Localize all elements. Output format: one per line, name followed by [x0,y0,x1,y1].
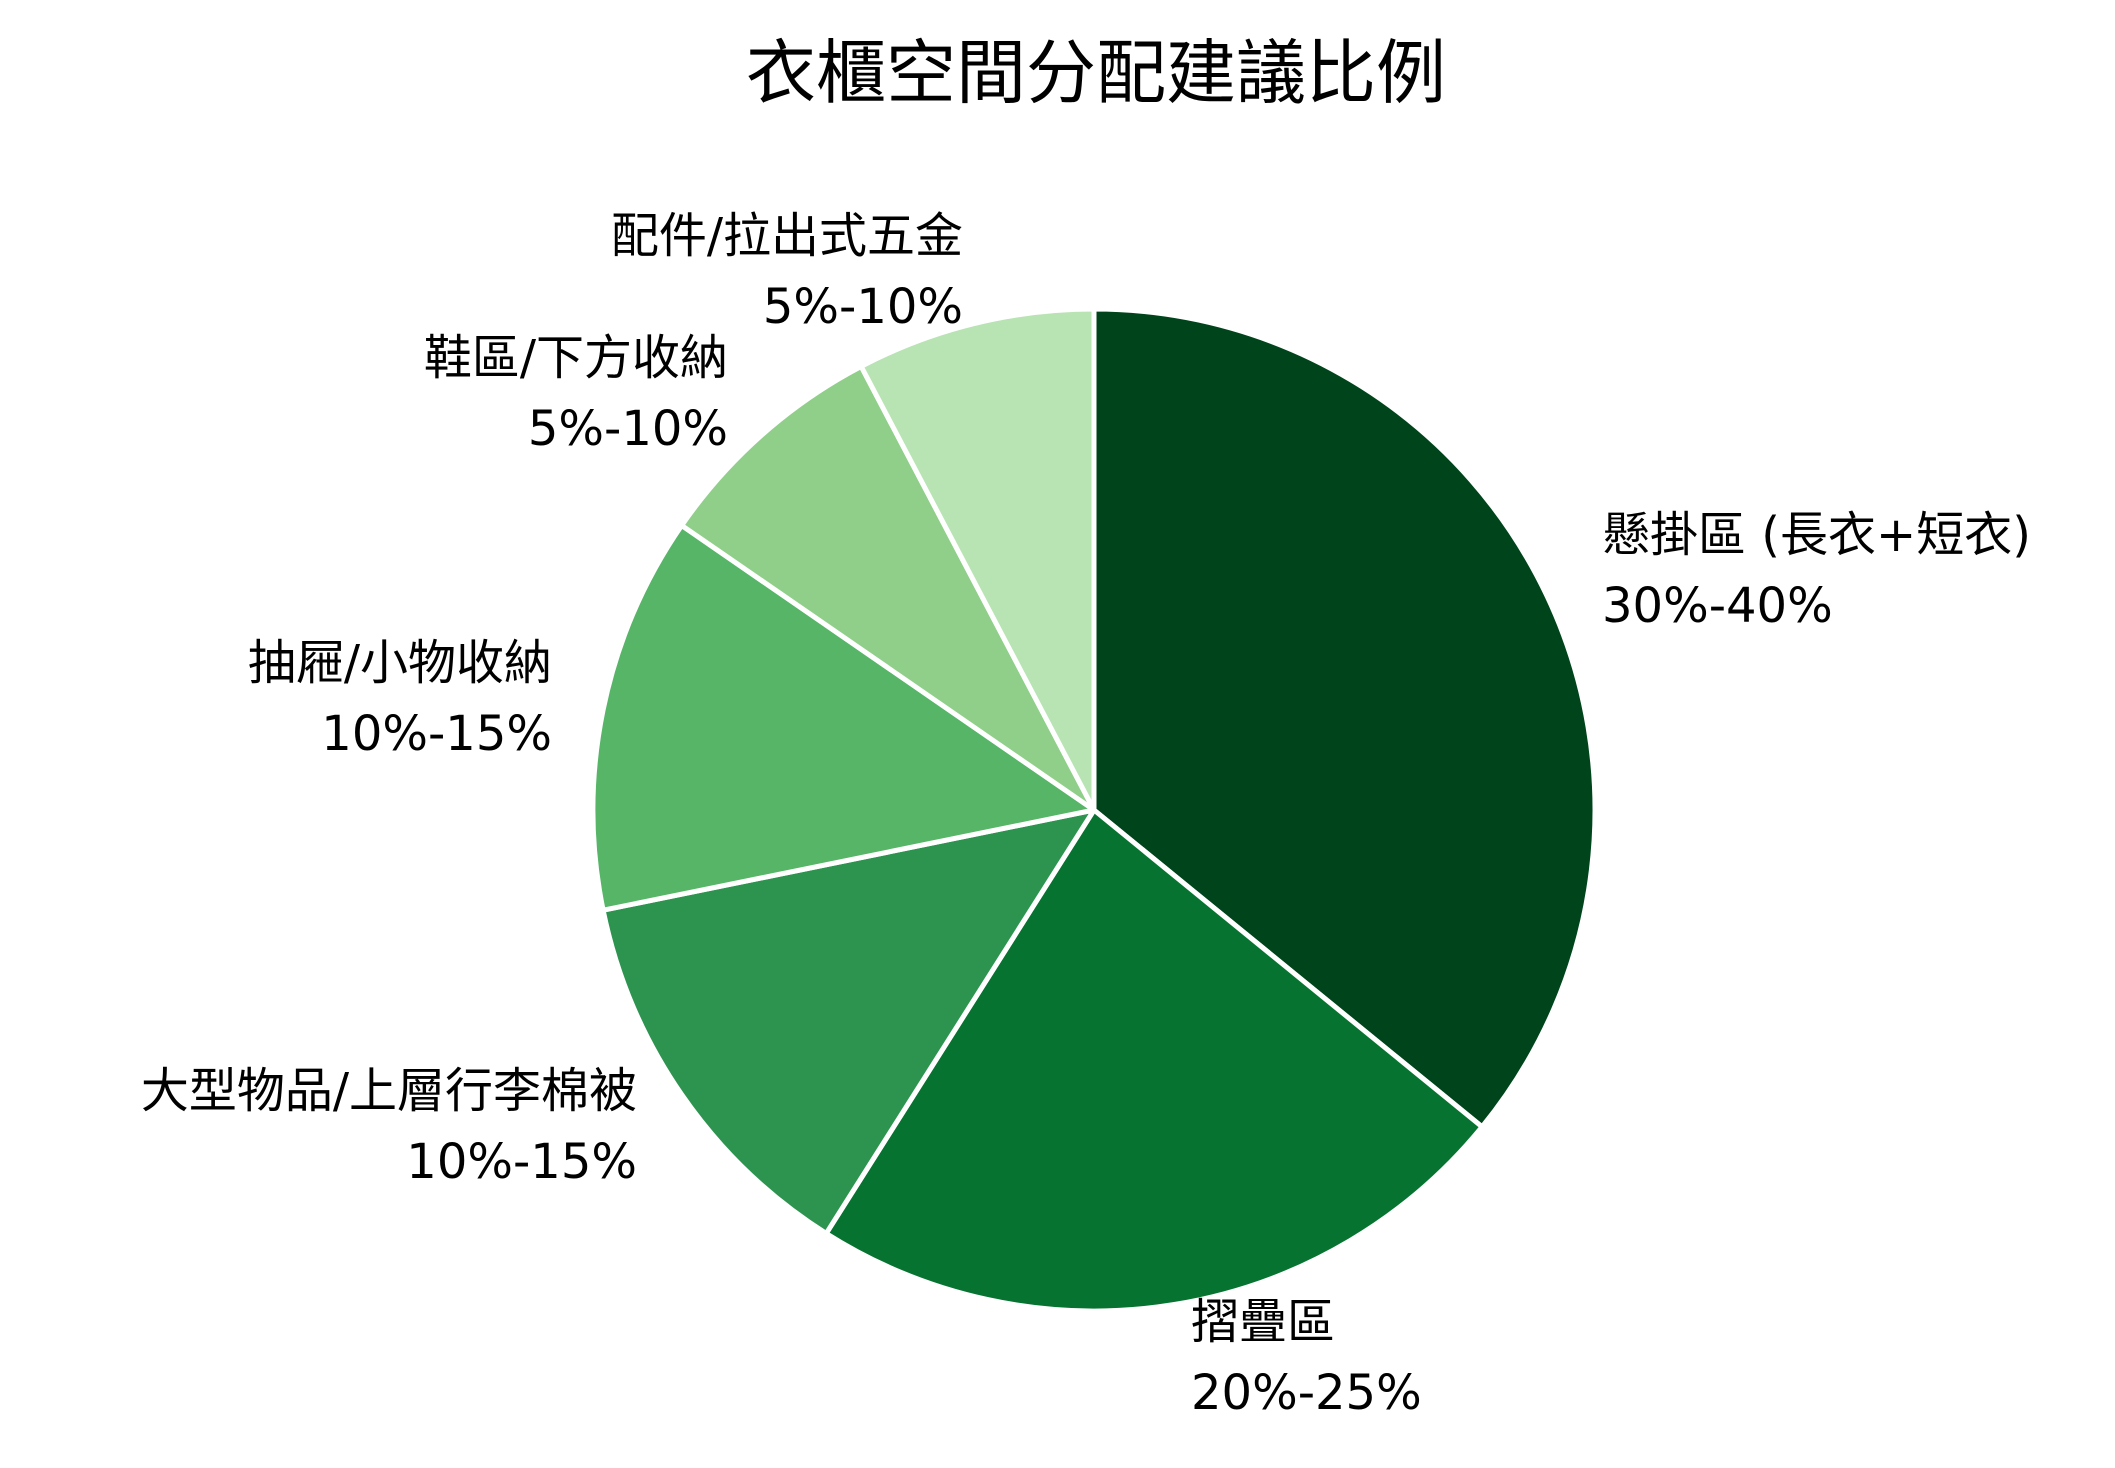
label-shoes-name: 鞋區/下方收納 [423,330,728,386]
label-accessories: 配件/拉出式五金 5%-10% [611,201,963,343]
label-shoes-range: 5%-10% [527,401,728,457]
wedge-accessories [858,306,1097,813]
wedge-hanging [1091,306,1598,1130]
label-large-items-range: 10%-15% [406,1134,637,1190]
wedge-large-items [600,807,1097,1236]
label-hanging-range: 30%-40% [1602,578,1833,634]
label-large-items: 大型物品/上層行李棉被 10%-15% [141,1056,637,1198]
label-folding: 摺疊區 20%-25% [1191,1287,1422,1429]
label-accessories-range: 5%-10% [762,279,963,335]
chart-title: 衣櫃空間分配建議比例 [746,32,1446,114]
label-drawers: 抽屜/小物收納 10%-15% [248,628,552,770]
label-accessories-name: 配件/拉出式五金 [610,208,963,264]
label-large-items-name: 大型物品/上層行李棉被 [140,1063,637,1119]
label-folding-name: 摺疊區 [1191,1294,1336,1350]
label-drawers-range: 10%-15% [321,706,552,762]
wedge-folding [823,807,1485,1314]
wedge-drawers [590,522,1097,913]
wedge-shoes [679,363,1097,813]
label-shoes: 鞋區/下方收納 5%-10% [424,323,728,465]
label-hanging-name: 懸掛區 (長衣+短衣) [1602,507,2031,563]
label-folding-range: 20%-25% [1191,1365,1422,1421]
label-hanging: 懸掛區 (長衣+短衣) 30%-40% [1602,500,2031,642]
label-drawers-name: 抽屜/小物收納 [247,635,552,691]
